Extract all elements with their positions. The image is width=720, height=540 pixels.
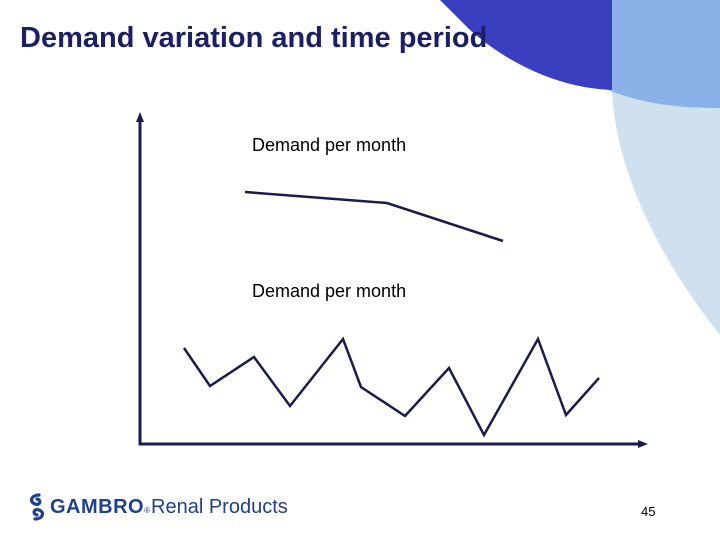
logo-text: GAMBRO®Renal Products: [50, 496, 288, 519]
gambro-swirl-icon: [29, 493, 45, 521]
demand-trend-line: [244, 190, 504, 243]
decorative-arc-light: [612, 90, 720, 335]
logo-registered-mark: ®: [144, 505, 151, 515]
gambro-logo: GAMBRO®Renal Products: [26, 490, 288, 524]
demand-label-bottom: Demand per month: [252, 281, 407, 301]
x-axis-arrow: [638, 440, 648, 448]
demand-fluctuation-line: [182, 336, 600, 438]
demand-label-top: Demand per month: [252, 135, 407, 155]
logo-brand: GAMBRO: [50, 495, 145, 518]
axes: [138, 120, 640, 446]
y-axis-arrow: [136, 112, 144, 122]
page-number: 45: [641, 504, 656, 519]
decorative-arc-dark: [440, 0, 612, 90]
slide-title: Demand variation and time period: [20, 22, 488, 54]
logo-tagline: Renal Products: [151, 495, 288, 518]
